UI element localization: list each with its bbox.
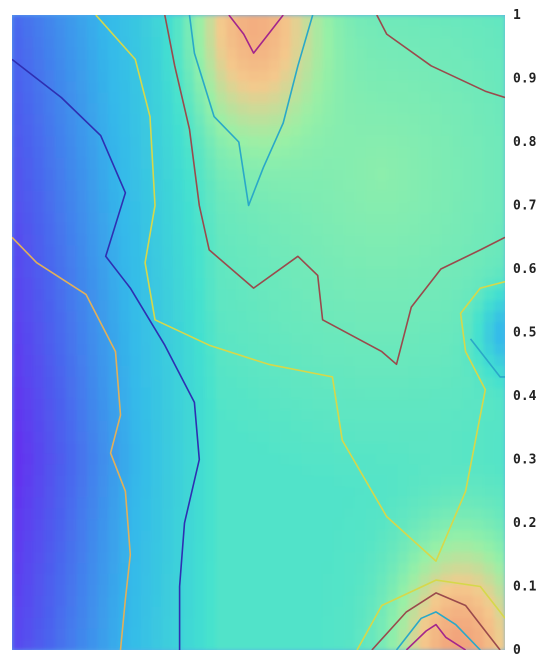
y-tick-label: 0.4 xyxy=(513,389,537,404)
y-tick-label: 0.1 xyxy=(513,580,537,595)
contour-line-12 xyxy=(405,623,467,650)
contour-line-4 xyxy=(164,15,505,366)
y-axis-tick-labels: 0 0.1 0.2 0.3 0.4 0.5 0.6 0.7 0.8 0.9 1 xyxy=(513,8,537,657)
contour-line-5 xyxy=(376,15,505,99)
contour-line-8 xyxy=(469,338,505,378)
y-tick-label: 0 xyxy=(513,643,521,657)
contour-lines xyxy=(12,15,505,650)
contour-line-3 xyxy=(95,15,505,562)
contour-line-6 xyxy=(188,15,314,207)
contour-line-2 xyxy=(12,58,201,650)
contour-line-10 xyxy=(371,592,501,650)
contour-line-7 xyxy=(228,15,284,54)
y-tick-label: 0.3 xyxy=(513,453,536,468)
y-tick-label: 0.8 xyxy=(513,135,537,150)
contour-line-1 xyxy=(12,236,132,650)
contour-line-11 xyxy=(395,611,481,650)
y-tick-label: 0.7 xyxy=(513,199,536,214)
y-tick-label: 0.5 xyxy=(513,326,536,341)
contour-line-9 xyxy=(356,579,505,650)
y-tick-label: 0.6 xyxy=(513,262,537,277)
heatmap-field xyxy=(12,15,505,650)
y-tick-label: 0.2 xyxy=(513,516,536,531)
y-tick-label: 0.9 xyxy=(513,72,536,87)
y-tick-label: 1 xyxy=(513,8,521,23)
